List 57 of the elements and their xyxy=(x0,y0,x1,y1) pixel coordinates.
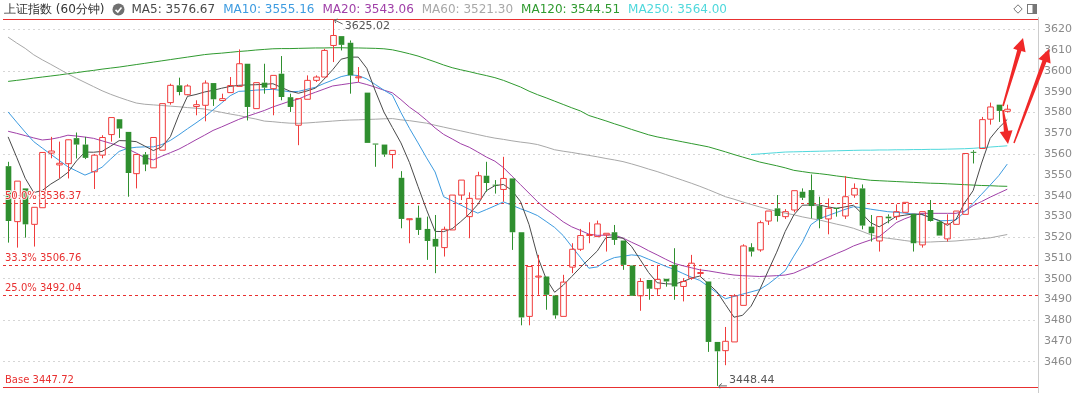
y-tick-label: 3600 xyxy=(1044,63,1072,77)
y-tick-label: 3460 xyxy=(1044,354,1072,368)
text: MA120: 3544.51 xyxy=(521,2,621,16)
candlestick xyxy=(944,213,951,243)
candlestick xyxy=(304,74,311,100)
y-tick-label: 3560 xyxy=(1044,146,1072,160)
candlestick xyxy=(389,149,396,169)
candlestick xyxy=(108,117,115,143)
y-tick-label: 3490 xyxy=(1044,292,1072,306)
candlestick xyxy=(543,276,550,311)
candlestick xyxy=(56,141,63,179)
candlestick xyxy=(176,77,183,96)
candlestick xyxy=(748,242,755,258)
text: MA250: 3564.00 xyxy=(628,2,727,16)
y-tick-label: 3620 xyxy=(1044,22,1072,36)
y-tick-label: 3580 xyxy=(1044,105,1072,119)
chart-title: 上证指数 (60分钟) xyxy=(4,0,105,18)
candlestick xyxy=(936,219,943,236)
y-tick-label: 3570 xyxy=(1044,126,1072,140)
y-tick-label: 3520 xyxy=(1044,230,1072,244)
y-tick-label: 3530 xyxy=(1044,209,1072,223)
candlestick xyxy=(646,280,653,301)
candlestick xyxy=(774,194,781,223)
candlestick xyxy=(876,216,883,253)
candlestick xyxy=(722,326,729,366)
ref-line-label: Base 3447.72 xyxy=(5,374,74,386)
candlestick xyxy=(65,139,72,179)
candlestick xyxy=(603,232,610,253)
y-tick-label: 3470 xyxy=(1044,333,1072,347)
ref-line-label: 25.0% 3492.04 xyxy=(5,282,82,294)
candlestick xyxy=(611,224,618,246)
candlestick xyxy=(432,214,439,274)
y-tick-label: 3540 xyxy=(1044,188,1072,202)
ref-line-label: 33.3% 3506.76 xyxy=(5,252,82,264)
candlestick xyxy=(202,79,209,122)
candlestick xyxy=(295,98,302,146)
y-tick-label: 3590 xyxy=(1044,84,1072,98)
y-tick-label: 3610 xyxy=(1044,43,1072,57)
candlestick xyxy=(406,218,413,244)
candlestick xyxy=(270,74,277,116)
text: MA10: 3555.16 xyxy=(223,2,315,16)
candlestick xyxy=(893,203,900,221)
candlestick xyxy=(236,48,243,87)
text: MA60: 3521.30 xyxy=(421,2,514,16)
text: MA20: 3543.06 xyxy=(322,2,414,16)
candlestick xyxy=(116,119,123,139)
y-tick-label: 3550 xyxy=(1044,167,1072,181)
y-tick-label: 3510 xyxy=(1044,250,1072,264)
candlestick xyxy=(193,99,200,116)
y-tick-label: 3500 xyxy=(1044,271,1072,285)
annotation: 3625.02 xyxy=(344,18,391,32)
candlestick xyxy=(133,154,140,189)
annotation: 3448.44 xyxy=(728,372,775,386)
candlestick xyxy=(73,132,80,159)
candlestick xyxy=(48,136,55,159)
text: MA5: 3576.67 xyxy=(131,2,216,16)
y-tick-label: 3480 xyxy=(1044,313,1072,327)
